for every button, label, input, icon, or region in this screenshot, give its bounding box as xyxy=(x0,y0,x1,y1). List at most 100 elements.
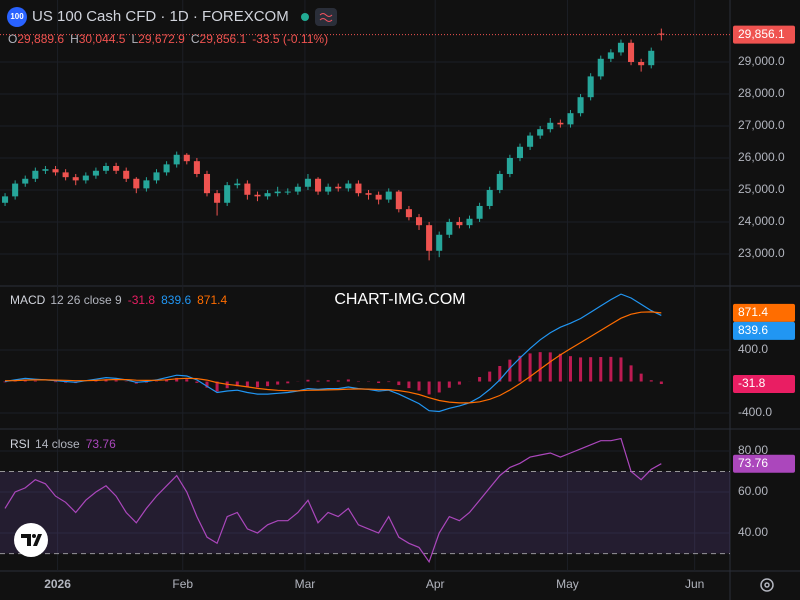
candle-body xyxy=(254,194,261,197)
last-price-tag-label: 29,856.1 xyxy=(738,27,785,41)
histogram-bar xyxy=(3,381,7,383)
candle-body xyxy=(315,178,322,192)
histogram-bar xyxy=(255,381,259,388)
histogram-bar xyxy=(13,380,17,382)
histogram-bar xyxy=(447,381,451,388)
value-tag-label: 871.4 xyxy=(738,305,768,319)
candle-body xyxy=(426,225,433,251)
candle-body xyxy=(143,180,150,189)
histogram-bar xyxy=(397,381,401,386)
x-tick-label: Mar xyxy=(295,577,316,591)
y-tick-label: 80.00 xyxy=(738,443,768,457)
badge-text: 100 xyxy=(10,12,24,21)
ohlc-key: H xyxy=(70,32,79,46)
histogram-bar xyxy=(498,365,502,382)
candle-body xyxy=(456,221,463,226)
candle-body xyxy=(224,185,231,203)
histogram-bar xyxy=(538,352,542,382)
candle-body xyxy=(42,169,49,171)
histogram-bar xyxy=(306,379,310,382)
histogram-bar xyxy=(659,381,663,385)
tv-logo[interactable] xyxy=(14,523,48,557)
histogram-bar xyxy=(488,371,492,382)
y-tick-label: 27,000.0 xyxy=(738,118,785,132)
rsi-band xyxy=(0,471,730,554)
candle-body xyxy=(375,194,382,200)
candle-body xyxy=(658,33,665,35)
histogram-bar xyxy=(326,380,330,382)
x-tick-label: May xyxy=(556,577,579,591)
histogram-bar xyxy=(568,356,572,382)
indicator-params: 12 26 close 9 xyxy=(50,293,122,307)
histogram-bar xyxy=(518,355,522,382)
y-tick-label: 60.00 xyxy=(738,484,768,498)
y-tick-label: -400.0 xyxy=(738,405,772,419)
candle-body xyxy=(244,183,251,195)
ohlc-value: 29,672.9 xyxy=(138,32,185,46)
candle-body xyxy=(335,186,342,189)
y-tick-label: 23,000.0 xyxy=(738,246,785,260)
candle-body xyxy=(557,122,564,125)
histogram-bar xyxy=(579,357,583,382)
candle-body xyxy=(415,217,423,226)
candle-body xyxy=(72,177,79,181)
histogram-bar xyxy=(528,353,532,382)
histogram-bar xyxy=(629,365,633,382)
candle-body xyxy=(102,165,110,171)
candle-body xyxy=(476,205,483,219)
rsi-line xyxy=(4,437,662,564)
settings-icon[interactable] xyxy=(760,578,774,592)
value-tag-label: 73.76 xyxy=(738,456,768,470)
candle-body xyxy=(496,173,503,190)
indicator-name: RSI xyxy=(10,437,30,451)
ohlc-change: -33.5 (-0.11%) xyxy=(252,32,328,46)
candle-body xyxy=(466,218,473,226)
x-tick-label: 2026 xyxy=(44,577,71,591)
symbol-badge xyxy=(7,7,27,27)
histogram-bar xyxy=(478,377,482,382)
value-tag xyxy=(733,454,795,473)
histogram-bar xyxy=(508,359,512,382)
candle-body xyxy=(617,42,624,53)
histogram-bar xyxy=(609,356,613,382)
rsi-legend: RSI 14 close 73.76 xyxy=(10,437,116,451)
status-dot xyxy=(301,13,309,21)
y-tick-label: 40.00 xyxy=(738,525,768,539)
indicator-params: 14 close xyxy=(35,437,80,451)
histogram-bar xyxy=(165,379,169,382)
histogram-bar xyxy=(599,357,603,382)
histogram-bar xyxy=(266,381,270,387)
y-tick-label: 25,000.0 xyxy=(738,182,785,196)
candle-body xyxy=(52,169,59,173)
histogram-bar xyxy=(589,357,593,382)
y-tick-label: 28,000.0 xyxy=(738,86,785,100)
candle-body xyxy=(395,191,402,210)
candle-body xyxy=(486,189,493,206)
candle-body xyxy=(506,157,513,174)
candle-body xyxy=(12,183,19,197)
candle-body xyxy=(214,193,221,203)
title: US 100 Cash CFD · 1D · FOREXCOM xyxy=(32,8,289,25)
ohlc-legend: O29,889.6 H30,044.5 L29,672.9 C29,856.1 -33.… xyxy=(8,32,328,46)
histogram-bar xyxy=(548,352,552,382)
candle-body xyxy=(113,165,120,171)
candle-body xyxy=(153,172,160,181)
candle-body xyxy=(22,178,29,184)
histogram-bar xyxy=(185,379,189,382)
histogram-bar xyxy=(417,381,421,391)
histogram-bar xyxy=(245,381,249,388)
candle-body xyxy=(62,172,69,178)
flag-icon xyxy=(319,13,333,22)
candle-body xyxy=(82,175,89,181)
candle-body xyxy=(385,191,392,200)
x-tick-label: Feb xyxy=(172,577,193,591)
x-tick-label: Apr xyxy=(426,577,445,591)
last-price-tag xyxy=(733,25,795,44)
histogram-bar xyxy=(235,381,239,387)
ohlc-key: O xyxy=(8,32,17,46)
macd-line xyxy=(4,293,662,413)
histogram-bar xyxy=(54,381,58,383)
flag[interactable] xyxy=(315,8,337,26)
